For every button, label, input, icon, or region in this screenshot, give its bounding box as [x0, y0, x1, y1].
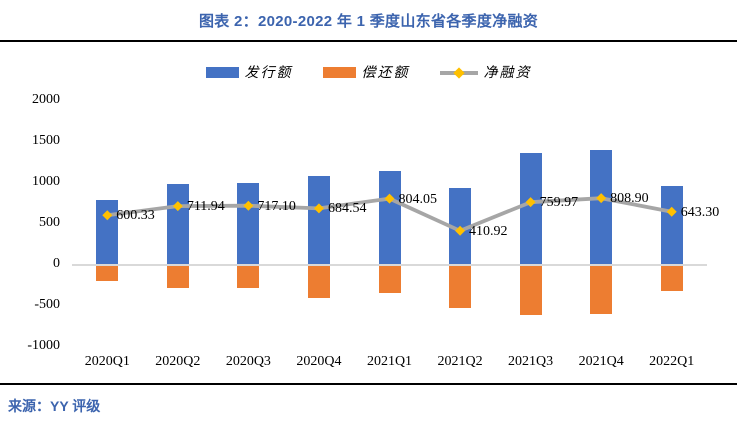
x-axis-label: 2021Q3 — [508, 354, 554, 369]
legend: 发行额 偿还额 净融资 — [0, 62, 737, 82]
y-tick-label: 2000 — [32, 91, 60, 107]
net-data-label: 684.54 — [327, 201, 367, 217]
legend-label-issuance: 发行额 — [244, 66, 293, 81]
x-axis-label: 2020Q3 — [225, 354, 271, 369]
net-data-label: 717.10 — [257, 198, 296, 214]
x-axis-label: 2022Q1 — [649, 354, 695, 369]
legend-item-repayment: 偿还额 — [322, 62, 410, 82]
y-tick-label: 1500 — [32, 132, 60, 148]
net-line-marker-icon — [439, 66, 478, 79]
bar-repayment — [96, 265, 119, 282]
bar-repayment — [307, 265, 330, 298]
title-divider-line — [0, 40, 737, 42]
bar-issuance — [519, 152, 542, 265]
bar-issuance — [590, 149, 613, 265]
bar-repayment — [660, 265, 683, 292]
bar-repayment — [449, 265, 472, 309]
x-axis-label: 2021Q4 — [578, 354, 624, 369]
legend-item-issuance: 发行额 — [205, 62, 293, 82]
bar-issuance — [660, 185, 683, 265]
net-data-label: 808.90 — [610, 191, 649, 207]
bar-repayment — [237, 265, 260, 288]
chart-title: 图表 2：2020-2022 年 1 季度山东省各季度净融资 — [198, 13, 539, 30]
y-tick-label: -1000 — [27, 337, 60, 353]
bar-issuance — [166, 183, 189, 265]
bar-issuance — [449, 188, 472, 265]
bar-repayment — [519, 265, 542, 316]
x-axis-label: 2021Q2 — [437, 354, 483, 369]
footer-divider-line — [0, 383, 737, 385]
bar-repayment — [166, 265, 189, 288]
net-data-label: 410.92 — [469, 223, 508, 239]
repayment-swatch-icon — [322, 66, 356, 78]
y-tick-label: 1000 — [32, 173, 60, 189]
bar-issuance — [378, 171, 401, 265]
net-data-label: 711.94 — [186, 199, 225, 215]
net-data-label: 759.97 — [539, 195, 579, 211]
x-axis-label: 2020Q1 — [84, 354, 130, 369]
net-data-label: 643.30 — [680, 204, 720, 220]
x-axis-label: 2021Q1 — [366, 354, 413, 369]
bar-issuance — [96, 199, 119, 265]
issuance-swatch-icon — [205, 66, 239, 78]
x-axis-label: 2020Q4 — [296, 354, 342, 369]
bar-repayment — [590, 265, 613, 314]
net-data-label: 804.05 — [398, 191, 438, 207]
x-axis-label: 2020Q2 — [155, 354, 201, 369]
legend-label-repayment: 偿还额 — [361, 66, 410, 81]
legend-item-net: 净融资 — [439, 62, 532, 82]
bar-issuance — [237, 183, 260, 265]
net-data-label: 600.33 — [116, 208, 155, 224]
source-text: 来源：YY 评级 — [8, 398, 101, 414]
y-tick-label: 500 — [39, 214, 60, 230]
y-tick-label: -500 — [34, 296, 60, 312]
y-tick-label: 0 — [53, 255, 60, 271]
zero-gridline — [72, 263, 707, 266]
bar-issuance — [307, 176, 330, 265]
legend-label-net: 净融资 — [483, 66, 532, 81]
bar-repayment — [378, 265, 401, 294]
